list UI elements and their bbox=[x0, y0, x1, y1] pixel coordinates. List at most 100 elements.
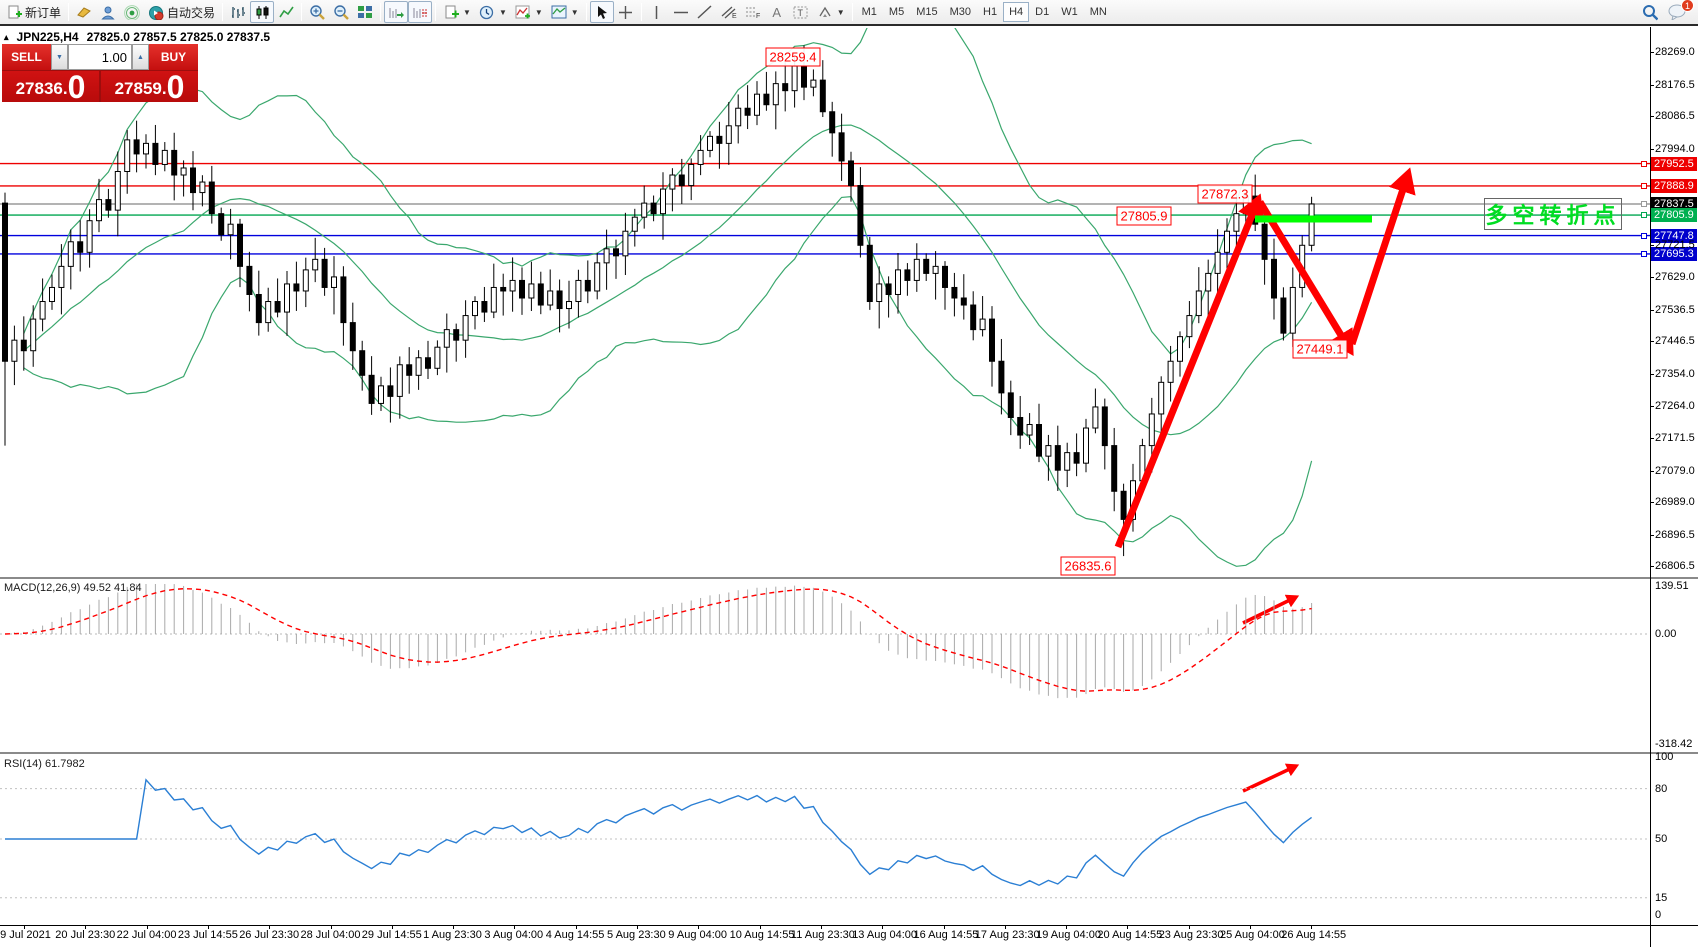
sell-price-big-digit: 0 bbox=[67, 71, 86, 102]
price-annotation-label[interactable]: 27872.3 bbox=[1197, 184, 1253, 204]
macd-axis-label: 0.00 bbox=[1655, 628, 1677, 640]
level-line-handle[interactable] bbox=[1641, 200, 1647, 207]
text-tool[interactable]: A bbox=[765, 1, 789, 23]
macd-indicator bbox=[0, 584, 1650, 699]
rsi-axis-label: 0 bbox=[1655, 909, 1662, 921]
volume-increase-button[interactable]: ▲ bbox=[132, 44, 149, 70]
sell-button[interactable]: SELL bbox=[2, 44, 51, 70]
rsi-axis-label: 15 bbox=[1655, 892, 1668, 904]
time-tick-label: 23 Jul 14:55 bbox=[177, 929, 238, 941]
arrows-tool-dropdown[interactable]: ▼ bbox=[813, 1, 849, 23]
horizontal-line-icon bbox=[673, 4, 689, 20]
sell-price-display[interactable]: 27836. 0 bbox=[2, 71, 99, 102]
line-chart-button[interactable] bbox=[274, 1, 298, 23]
timeframe-m1-button[interactable]: M1 bbox=[861, 6, 877, 18]
candlestick-chart-button[interactable] bbox=[250, 1, 275, 23]
price-annotation-label[interactable]: 28259.4 bbox=[765, 47, 821, 67]
trendline-tool[interactable] bbox=[693, 1, 717, 23]
level-line-handle[interactable] bbox=[1641, 182, 1647, 189]
chart-shift-icon bbox=[412, 4, 428, 20]
styler-button[interactable] bbox=[72, 1, 96, 23]
tile-windows-button[interactable] bbox=[353, 1, 377, 23]
time-axis-line bbox=[0, 925, 1698, 926]
timeframe-w1-button[interactable]: W1 bbox=[1061, 6, 1078, 18]
price-annotation-label[interactable]: 27449.1 bbox=[1292, 339, 1348, 359]
vertical-line-tool[interactable] bbox=[645, 1, 669, 23]
level-line-handle[interactable] bbox=[1641, 212, 1647, 219]
trendline-icon bbox=[697, 4, 713, 20]
templates-dropdown[interactable]: ▼ bbox=[547, 1, 583, 23]
new-order-button[interactable]: 新订单 bbox=[2, 1, 65, 23]
level-line-handle[interactable] bbox=[1641, 232, 1647, 239]
symbol-ohlc: 27825.0 27857.5 27825.0 27837.5 bbox=[86, 30, 271, 44]
cursor-tool-button[interactable] bbox=[589, 1, 614, 23]
timeframe-h1-button[interactable]: H1 bbox=[983, 6, 998, 18]
text-label-tool[interactable]: T bbox=[789, 1, 813, 23]
price-tick-label: 28176.5 bbox=[1655, 78, 1695, 91]
autotrading-button[interactable]: 自动交易 bbox=[144, 1, 219, 23]
chat-notification-icon[interactable]: 1 bbox=[1666, 0, 1694, 20]
fibonacci-tool[interactable]: F bbox=[741, 1, 765, 23]
volume-decrease-button[interactable]: ▼ bbox=[51, 44, 68, 70]
horizontal-line-tool[interactable] bbox=[669, 1, 693, 23]
timeframe-m15-button[interactable]: M15 bbox=[916, 6, 938, 18]
chart-shift-button[interactable] bbox=[408, 1, 433, 23]
price-tick-label: 27264.0 bbox=[1655, 399, 1695, 412]
new-order-icon bbox=[6, 4, 22, 20]
volume-input[interactable] bbox=[68, 44, 132, 70]
search-icon[interactable] bbox=[1642, 4, 1658, 20]
level-line-handle[interactable] bbox=[1641, 160, 1647, 167]
timeframe-mn-button[interactable]: MN bbox=[1089, 6, 1107, 18]
price-tick-label: 27629.0 bbox=[1655, 271, 1695, 284]
fibonacci-icon: F bbox=[745, 4, 761, 20]
equidistant-channel-icon: E bbox=[721, 4, 737, 20]
indicators-dropdown[interactable]: ▼ bbox=[511, 1, 547, 23]
macd-rsi-splitter[interactable] bbox=[0, 752, 1698, 754]
time-tick-label: 20 Aug 14:55 bbox=[1097, 929, 1163, 941]
new-chart-icon bbox=[443, 4, 459, 20]
auto-scroll-icon bbox=[388, 4, 405, 20]
zoom-in-button[interactable] bbox=[305, 1, 329, 23]
one-click-trade-panel: SELL ▼ ▲ BUY 27836.0 27859.0 bbox=[2, 44, 198, 102]
buy-price-big-digit: 0 bbox=[166, 71, 185, 102]
time-tick-label: 28 Jul 04:00 bbox=[300, 929, 361, 941]
candlestick-chart-icon bbox=[254, 4, 270, 20]
buy-price-main: 27859 bbox=[114, 79, 162, 98]
channel-tool[interactable]: E bbox=[717, 1, 741, 23]
time-tick-label: 25 Aug 04:00 bbox=[1220, 929, 1285, 941]
price-chart[interactable] bbox=[0, 0, 1650, 947]
bar-chart-icon bbox=[230, 4, 246, 20]
bar-chart-button[interactable] bbox=[226, 1, 250, 23]
auto-scroll-button[interactable] bbox=[384, 1, 409, 23]
turning-point-text: 多空转折点 bbox=[1485, 203, 1621, 228]
text-tool-label: A bbox=[772, 4, 782, 20]
trend-arrow-annotations bbox=[1114, 167, 1416, 793]
price-annotation-label[interactable]: 27805.9 bbox=[1116, 206, 1172, 226]
turning-point-note: 多空转折点 bbox=[1484, 198, 1622, 230]
dropdown-caret: ▼ bbox=[534, 7, 543, 17]
timeframe-h4-button[interactable]: H4 bbox=[1003, 2, 1030, 22]
timeframe-m5-button[interactable]: M5 bbox=[888, 6, 905, 18]
timeframe-m30-button[interactable]: M30 bbox=[949, 6, 972, 18]
autotrading-icon bbox=[148, 4, 164, 20]
crosshair-tool-button[interactable] bbox=[614, 1, 638, 23]
zoom-out-button[interactable] bbox=[329, 1, 353, 23]
price-tick-label: 28086.5 bbox=[1655, 110, 1695, 123]
signals-button[interactable] bbox=[120, 1, 144, 23]
notification-badge: 1 bbox=[1681, 0, 1694, 12]
periods-dropdown[interactable]: ▼ bbox=[475, 1, 511, 23]
price-annotation-label[interactable]: 26835.6 bbox=[1060, 556, 1116, 576]
level-line-handle[interactable] bbox=[1641, 250, 1647, 257]
time-tick-label: 11 Aug 23:30 bbox=[790, 929, 855, 941]
cursor-icon bbox=[594, 4, 610, 20]
new-chart-dropdown[interactable]: ▼ bbox=[439, 1, 475, 23]
profile-button[interactable] bbox=[96, 1, 120, 23]
time-tick-label: 19 Jul 2021 bbox=[0, 929, 51, 941]
buy-price-display[interactable]: 27859. 0 bbox=[101, 71, 198, 102]
svg-text:E: E bbox=[732, 13, 737, 19]
buy-button[interactable]: BUY bbox=[149, 44, 198, 70]
timeframe-d1-button[interactable]: D1 bbox=[1035, 6, 1050, 18]
symbol-dropdown-icon[interactable]: ▴ bbox=[4, 31, 9, 42]
time-tick-label: 26 Aug 14:55 bbox=[1281, 929, 1347, 941]
chart-macd-splitter[interactable] bbox=[0, 577, 1698, 579]
